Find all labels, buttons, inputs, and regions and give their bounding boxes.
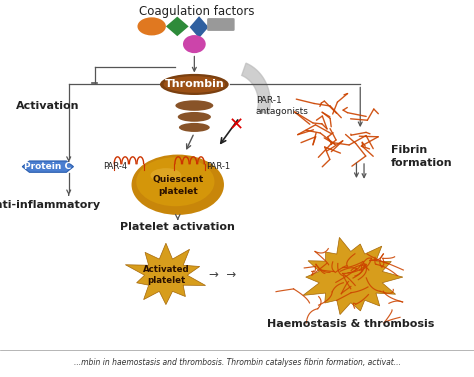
Text: ✕: ✕ <box>228 116 244 134</box>
Ellipse shape <box>164 76 225 93</box>
Text: PAR-1
antagonists: PAR-1 antagonists <box>256 95 309 116</box>
Text: Platelet activation: Platelet activation <box>120 222 235 232</box>
Text: PAR-4: PAR-4 <box>103 162 127 171</box>
FancyBboxPatch shape <box>207 18 235 31</box>
Text: Anti-inflammatory: Anti-inflammatory <box>0 201 101 210</box>
Ellipse shape <box>175 100 213 111</box>
Text: Protein C: Protein C <box>24 162 72 171</box>
Ellipse shape <box>160 74 228 95</box>
Polygon shape <box>22 161 73 172</box>
Text: Thrombin: Thrombin <box>164 80 224 89</box>
Ellipse shape <box>150 168 181 182</box>
Ellipse shape <box>136 157 214 206</box>
Ellipse shape <box>179 123 210 132</box>
Polygon shape <box>166 17 189 36</box>
Text: →  →: → → <box>209 268 237 281</box>
Ellipse shape <box>178 112 211 122</box>
Text: Activated
platelet: Activated platelet <box>143 265 189 285</box>
Polygon shape <box>303 238 403 314</box>
Text: Haemostasis & thrombosis: Haemostasis & thrombosis <box>267 319 435 329</box>
Text: Activation: Activation <box>16 101 79 110</box>
Text: Quiescent
platelet: Quiescent platelet <box>152 175 203 196</box>
Polygon shape <box>190 16 209 38</box>
Polygon shape <box>125 243 206 305</box>
Text: PAR-1: PAR-1 <box>206 162 230 171</box>
Ellipse shape <box>183 35 206 53</box>
Text: Fibrin
formation: Fibrin formation <box>391 145 453 168</box>
Polygon shape <box>242 63 270 114</box>
Text: ...mbin in haemostasis and thrombosis. Thrombin catalyses fibrin formation, acti: ...mbin in haemostasis and thrombosis. T… <box>73 358 401 367</box>
Text: Coagulation factors: Coagulation factors <box>139 5 255 18</box>
Ellipse shape <box>131 155 224 215</box>
Ellipse shape <box>137 17 166 35</box>
